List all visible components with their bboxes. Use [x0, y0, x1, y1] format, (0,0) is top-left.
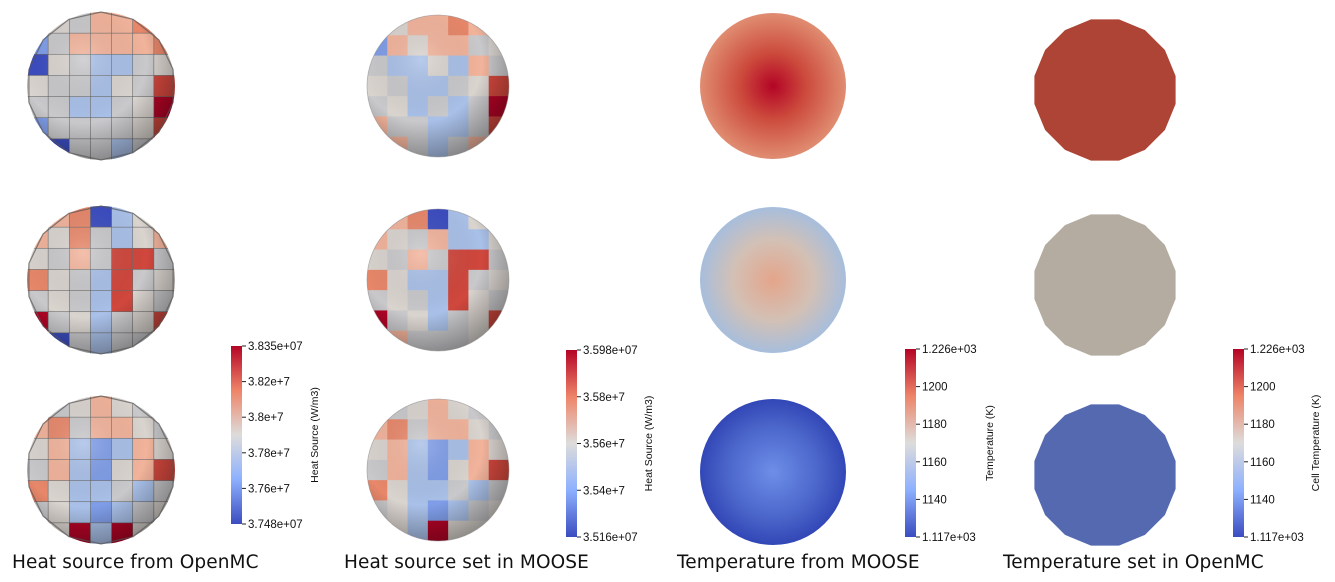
temperature-disk-openmc-top: [1034, 19, 1176, 161]
heat-source-openmc-column: [27, 11, 175, 545]
colorbars: 3.835e+07 3.82e+7 3.8e+7 3.78e+7 3.76e+7 3.74…: [231, 341, 1322, 544]
colorbar-gradient: [1233, 349, 1244, 537]
heat-source-moose-column: [366, 14, 510, 542]
colorbar-title: Heat Source (W/m3): [643, 396, 655, 492]
heat-sphere-moose-bottom: [366, 398, 510, 542]
temperature-disk-openmc-bottom: [1034, 404, 1176, 546]
colorbar-gradient: [905, 349, 916, 537]
colorbar-tick-label: 1180: [1250, 419, 1275, 431]
colorbar-4: 1.226e+03 1200 1180 1160 1140 1.117e+03 Cell T…: [1233, 344, 1322, 544]
colorbar-tick-label: 1140: [922, 494, 947, 506]
colorbar-tick-label: 3.54e+7: [583, 485, 625, 497]
colorbar-tick-label: 3.8e+7: [248, 412, 284, 424]
colorbar-tick-label: 3.835e+07: [248, 341, 303, 353]
temperature-disk-openmc-middle: [1034, 214, 1176, 356]
heat-sphere-moose-middle: [366, 208, 510, 352]
temperature-moose-column: [700, 13, 846, 545]
caption-temperature-moose: Temperature from MOOSE: [677, 552, 920, 573]
temperature-disk-top: [700, 13, 846, 159]
colorbar-title: Cell Temperature (K): [1310, 395, 1322, 492]
colorbar-tick-label: 3.58e+7: [583, 392, 625, 404]
colorbar-3: 1.226e+03 1200 1180 1160 1140 1.117e+03 Temper…: [905, 344, 996, 544]
colorbar-tick-label: 1140: [1250, 494, 1275, 506]
heat-sphere-openmc-middle: [27, 205, 175, 355]
temperature-disk-bottom: [700, 399, 846, 545]
colorbar-1: 3.835e+07 3.82e+7 3.8e+7 3.78e+7 3.76e+7 3.74…: [231, 341, 321, 531]
caption-heat-source-moose: Heat source set in MOOSE: [344, 552, 589, 573]
colorbar-title: Heat Source (W/m3): [309, 387, 321, 483]
caption-temperature-openmc: Temperature set in OpenMC: [1003, 552, 1264, 573]
colorbar-tick-label: 1.226e+03: [922, 344, 977, 356]
colorbar-tick-label: 3.78e+7: [248, 448, 290, 460]
colorbar-tick-label: 1160: [922, 457, 947, 469]
temperature-disk-middle: [700, 207, 846, 353]
heat-sphere-openmc-top: [27, 11, 175, 161]
colorbar-tick-label: 1160: [1250, 457, 1275, 469]
heat-sphere-moose-top: [366, 14, 510, 158]
colorbar-tick-label: 1.226e+03: [1250, 344, 1305, 356]
heat-sphere-openmc-bottom: [27, 395, 175, 545]
colorbar-tick-label: 3.76e+7: [248, 483, 290, 495]
colorbar-tick-label: 1180: [922, 419, 947, 431]
colorbar-tick-label: 3.82e+7: [248, 377, 290, 389]
colorbar-gradient: [566, 350, 577, 537]
colorbar-tick-label: 1.117e+03: [922, 532, 976, 544]
colorbar-tick-label: 1.117e+03: [1250, 532, 1304, 544]
colorbar-gradient: [231, 346, 242, 524]
colorbar-tick-label: 3.748e+07: [248, 519, 303, 531]
colorbar-tick-label: 3.598e+07: [583, 345, 638, 357]
caption-heat-source-openmc: Heat source from OpenMC: [12, 552, 259, 573]
colorbar-tick-label: 1200: [1250, 382, 1276, 394]
temperature-openmc-column: [1034, 19, 1176, 546]
colorbar-tick-label: 3.516e+07: [583, 532, 638, 544]
colorbar-tick-label: 3.56e+7: [583, 439, 625, 451]
colorbar-title: Temperature (K): [984, 405, 996, 481]
colorbar-2: 3.598e+07 3.58e+7 3.56e+7 3.54e+7 3.516e+07 H…: [566, 345, 655, 544]
colorbar-tick-label: 1200: [922, 382, 948, 394]
